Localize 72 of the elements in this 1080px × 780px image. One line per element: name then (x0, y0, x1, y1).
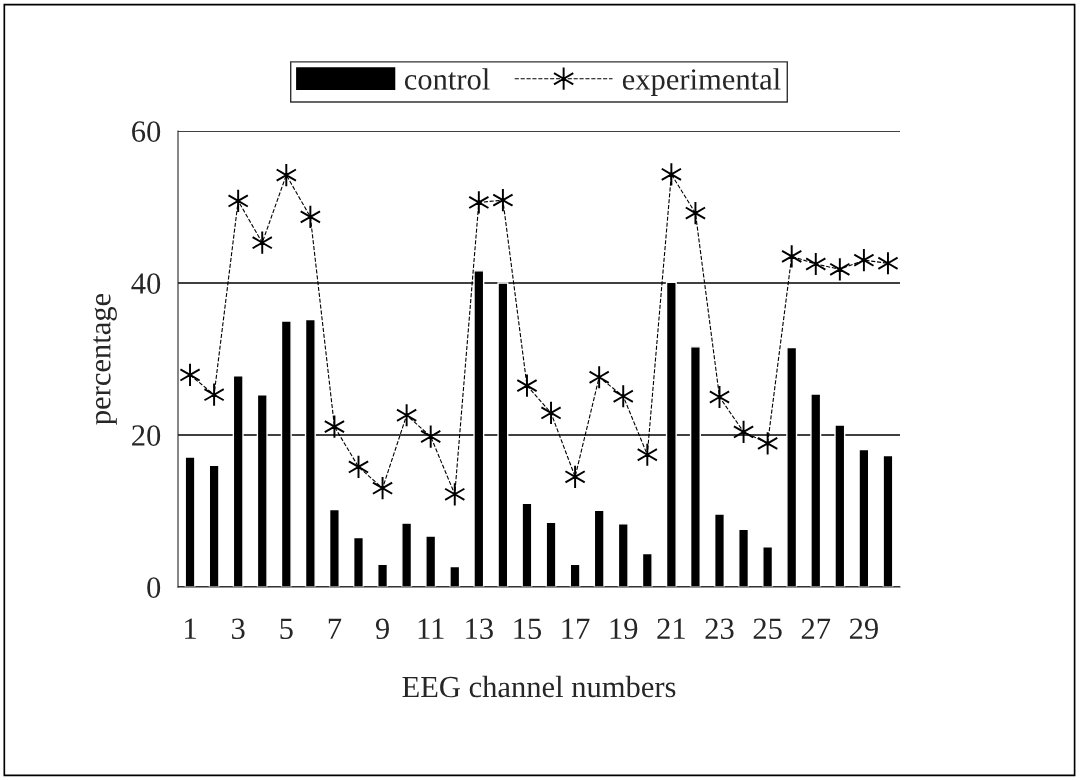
point (684, 201, 707, 226)
point (227, 188, 249, 213)
y-tick-label: 40 (131, 273, 161, 294)
point (251, 230, 273, 255)
point (179, 362, 201, 388)
bar (328, 508, 340, 587)
point (564, 464, 586, 489)
point (516, 373, 538, 398)
x-tick-label: 23 (705, 618, 734, 640)
bar (713, 513, 726, 587)
y-tick-label: 0 (147, 577, 161, 598)
point (468, 190, 490, 215)
bar (521, 502, 533, 587)
x-tick-label: 15 (514, 618, 542, 640)
bar (641, 552, 653, 587)
bar (858, 448, 870, 587)
bar (401, 522, 413, 587)
x-tick-label: 17 (562, 618, 590, 639)
point (275, 163, 297, 188)
point (660, 162, 682, 187)
legend-label: control (404, 68, 490, 90)
bar (377, 563, 389, 587)
bar (593, 509, 605, 587)
x-axis-title: EEG channel numbers (402, 675, 676, 698)
bar (545, 521, 557, 587)
point (757, 431, 779, 456)
bar (569, 563, 581, 587)
point (781, 244, 803, 269)
x-tick-label: 11 (418, 618, 444, 639)
x-tick-label: 19 (610, 618, 638, 640)
x-tick-label: 21 (657, 618, 685, 639)
point (492, 188, 514, 213)
point (829, 257, 851, 282)
y-tick-label: 20 (132, 425, 161, 446)
x-tick-label: 3 (231, 618, 245, 640)
point (877, 251, 899, 276)
bar (184, 456, 196, 587)
bar (738, 528, 750, 587)
x-tick-label: 7 (328, 618, 342, 639)
point (588, 365, 610, 390)
x-tick-label: 5 (280, 618, 293, 640)
point (203, 382, 225, 407)
point (853, 248, 875, 273)
point (708, 384, 731, 410)
x-tick-label: 13 (466, 618, 493, 640)
x-tick-label: 29 (849, 618, 878, 640)
y-tick-label: 60 (132, 121, 161, 142)
point (299, 204, 321, 229)
point (371, 476, 394, 501)
point (420, 424, 442, 449)
point (612, 384, 634, 409)
point (444, 482, 466, 507)
point (347, 454, 370, 479)
bar (208, 464, 220, 587)
bar (762, 546, 774, 587)
point (396, 403, 418, 428)
point (636, 442, 658, 467)
point (805, 251, 827, 277)
x-tick-label: 9 (375, 618, 389, 640)
point (732, 419, 755, 445)
legend-label: experimental (622, 68, 781, 96)
bar (449, 565, 461, 587)
bar (352, 536, 365, 587)
point (540, 400, 562, 426)
x-tick-label: 25 (753, 618, 782, 640)
x-tick-label: 27 (801, 618, 831, 639)
x-tick-label: 1 (185, 618, 196, 639)
y-axis-title: percentage (93, 293, 117, 425)
point (323, 414, 346, 439)
bar (425, 535, 437, 587)
bar (882, 454, 894, 587)
bar (617, 523, 629, 587)
